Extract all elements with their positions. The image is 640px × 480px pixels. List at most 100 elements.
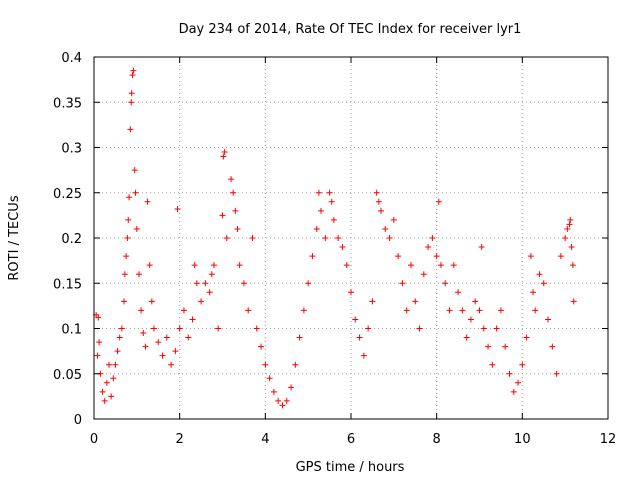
data-point [94,352,101,359]
x-tick-label: 4 [261,432,269,447]
data-point [549,343,556,350]
data-point [527,253,534,260]
data-point [433,253,440,260]
x-axis-label: GPS time / hours [296,460,405,475]
data-point [377,207,384,214]
data-point [240,280,247,287]
data-point [562,235,569,241]
data-point [198,298,205,305]
data-point [472,298,479,305]
chart-title: Day 234 of 2014, Rate Of TEC Index for r… [179,22,522,37]
data-point [118,325,125,332]
data-point [390,216,397,223]
data-point [103,379,110,386]
data-point [150,325,157,332]
data-point [96,339,103,346]
data-point [476,307,483,314]
data-point [386,235,393,241]
data-point [270,388,277,395]
data-point [429,235,436,241]
data-point [480,325,487,332]
data-point [180,307,187,314]
data-point [515,379,522,386]
data-point [245,307,252,314]
data-point [191,262,198,269]
data-point [305,280,312,287]
data-point [124,235,131,241]
data-point [296,334,303,341]
data-point [309,253,316,260]
data-point [120,298,127,305]
y-tick-label: 0.35 [53,96,82,111]
data-point [442,280,449,287]
data-point [478,244,485,251]
data-point [220,153,227,160]
data-point [318,207,325,214]
data-point [146,262,153,269]
data-point [99,388,106,395]
x-tick-label: 12 [600,432,617,447]
data-point [108,393,115,400]
y-tick-label: 0.3 [61,142,82,157]
data-point [210,262,217,269]
data-point [459,307,466,314]
data-point [300,307,307,314]
y-tick-label: 0.2 [61,232,82,247]
data-point [446,307,453,314]
data-point [382,225,389,232]
data-point [219,212,226,219]
data-point [450,262,457,269]
data-point [232,207,239,214]
data-point [412,298,419,305]
data-point [455,289,462,296]
data-point [142,343,149,350]
data-point [228,176,235,183]
data-point [249,235,256,241]
data-point [105,361,112,368]
data-point [130,67,137,74]
data-point [155,339,162,346]
data-point [322,235,329,241]
data-point [335,235,342,241]
data-point [126,194,133,201]
data-point [399,280,406,287]
y-tick-label: 0.15 [53,277,82,292]
data-point [493,325,500,332]
data-point [133,225,140,232]
data-point [463,334,470,341]
data-point [313,225,320,232]
data-point [148,298,155,305]
data-point [352,316,359,323]
data-point [407,262,414,269]
y-tick-label: 0.1 [61,323,82,338]
data-point [208,271,215,278]
data-point [510,388,517,395]
data-point [144,198,151,205]
data-point [114,348,121,355]
data-point [569,262,576,269]
data-point [234,225,241,232]
data-point [279,402,286,409]
data-point [95,314,102,321]
data-point [128,99,135,106]
data-point [375,198,382,205]
data-point [566,221,573,228]
data-point [523,334,530,341]
data-point [326,189,333,196]
data-point [532,307,539,314]
y-tick-label: 0.05 [53,368,82,383]
data-point [435,198,442,205]
data-point [202,280,209,287]
data-point [125,216,132,223]
data-point [258,343,265,350]
data-point [315,189,322,196]
data-point [131,167,138,174]
data-point [360,352,367,359]
data-point [275,397,282,404]
data-point [540,280,547,287]
data-point [140,330,147,337]
data-point [132,189,139,196]
y-tick-label: 0.25 [53,187,82,202]
data-point [553,370,560,377]
data-point [339,244,346,251]
